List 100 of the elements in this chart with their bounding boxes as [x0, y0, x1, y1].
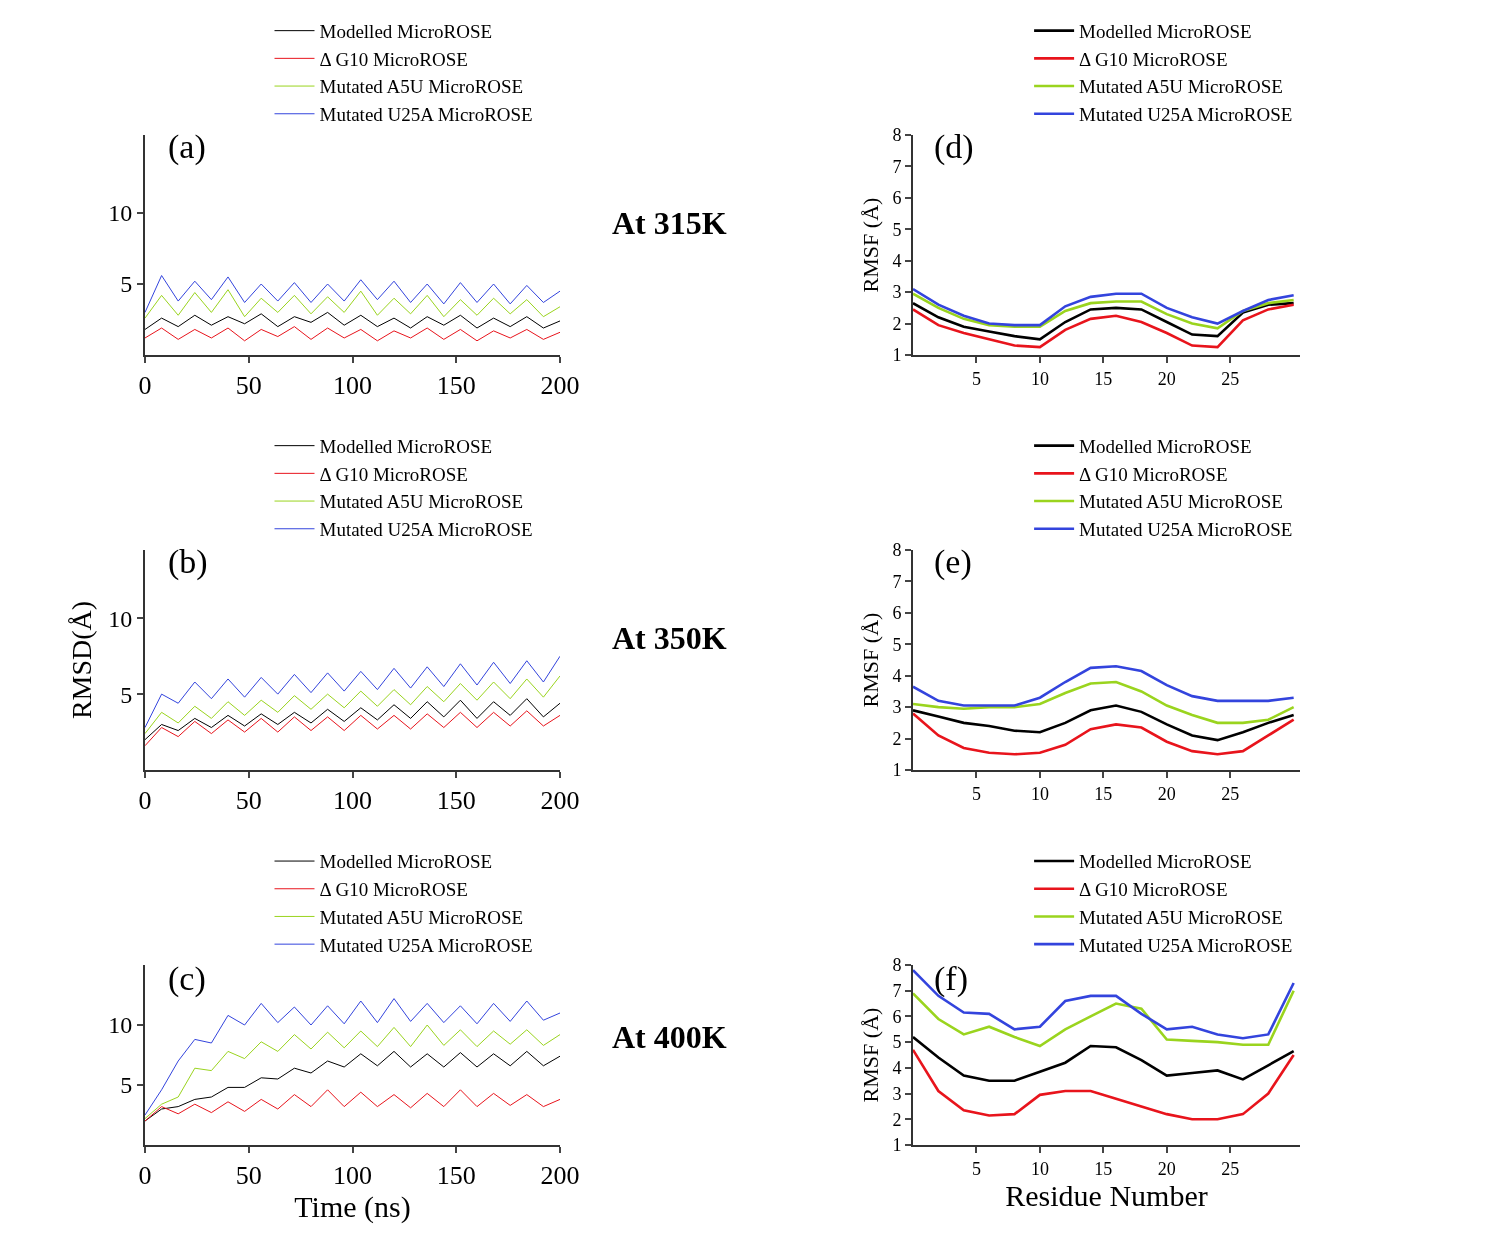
line-series	[145, 275, 560, 313]
legend-label: Δ G10 MicroROSE	[1079, 48, 1228, 70]
legend-label: Modelled MicroROSE	[1079, 21, 1252, 43]
x-tick-label: 0	[138, 786, 152, 816]
y-axis-title: RMSF (Å)	[857, 197, 883, 293]
line-series	[145, 655, 560, 729]
legend-label: Mutated U25A MicroROSE	[1079, 934, 1293, 956]
x-tick-label: 100	[333, 371, 372, 401]
x-tick-label: 20	[1157, 783, 1176, 804]
line-series	[145, 1089, 560, 1122]
y-tick-label: 5	[120, 681, 133, 708]
x-axis-title: Residue Number	[1005, 1178, 1208, 1212]
legend-label: Modelled MicroROSE	[1079, 851, 1252, 873]
legend-label: Modelled MicroROSE	[1079, 436, 1252, 458]
line-series	[145, 289, 560, 319]
y-tick-label: 10	[108, 605, 133, 632]
y-tick-label: 4	[892, 666, 902, 687]
y-tick-label: 3	[892, 282, 902, 303]
y-tick-label: 8	[892, 540, 902, 561]
line-series	[913, 303, 1295, 349]
line-series	[913, 704, 1295, 742]
annotation: (b)	[168, 543, 208, 581]
x-tick-label: 25	[1221, 783, 1240, 804]
x-tick-label: 200	[540, 371, 580, 401]
y-tick-label: 1	[892, 345, 902, 366]
legend-label: Mutated A5U MicroROSE	[319, 76, 524, 98]
legend-label: Mutated A5U MicroROSE	[1079, 906, 1283, 928]
x-tick-label: 150	[436, 1161, 476, 1191]
legend-label: Mutated A5U MicroROSE	[319, 906, 524, 928]
y-tick-label: 10	[108, 200, 133, 227]
y-tick-label: 10	[108, 1012, 133, 1039]
y-tick-label: 8	[892, 955, 902, 976]
legend-label: Mutated U25A MicroROSE	[319, 519, 533, 541]
annotation: (f)	[934, 960, 968, 998]
y-axis-title: RMSF (Å)	[857, 612, 883, 708]
x-tick-label: 15	[1094, 1158, 1113, 1179]
legend-label: Δ G10 MicroROSE	[1079, 463, 1228, 485]
y-tick-label: 8	[892, 125, 902, 146]
y-tick-label: 5	[892, 1032, 902, 1053]
legend-label: Δ G10 MicroROSE	[1079, 879, 1228, 901]
line-series	[145, 698, 560, 741]
line-series	[145, 998, 560, 1116]
text: At 400K	[612, 1019, 727, 1055]
x-tick-label: 25	[1221, 368, 1240, 389]
legend-label: Mutated U25A MicroROSE	[319, 104, 533, 126]
line-series	[145, 675, 560, 735]
y-tick-label: 6	[892, 1006, 902, 1027]
y-tick-label: 1	[892, 760, 902, 781]
x-tick-label: 0	[138, 1161, 152, 1191]
x-tick-label: 10	[1030, 368, 1049, 389]
x-tick-label: 50	[235, 786, 262, 816]
y-tick-label: 2	[892, 728, 902, 749]
legend-label: Mutated U25A MicroROSE	[319, 934, 533, 956]
x-tick-label: 5	[971, 1158, 981, 1179]
y-tick-label: 7	[892, 156, 902, 177]
annotation: (e)	[934, 543, 972, 581]
y-tick-label: 4	[892, 251, 902, 272]
line-series	[145, 326, 560, 342]
line-series	[145, 1024, 560, 1120]
y-tick-label: 7	[892, 571, 902, 592]
legend-label: Δ G10 MicroROSE	[319, 463, 468, 485]
legend-label: Modelled MicroROSE	[319, 851, 493, 873]
x-axis-title: Time (ns)	[294, 1190, 411, 1225]
x-tick-label: 25	[1221, 1158, 1240, 1179]
line-series	[913, 680, 1295, 725]
line-series	[913, 968, 1295, 1040]
y-axis-title: RMSF (Å)	[857, 1007, 883, 1103]
line-series	[145, 311, 560, 330]
legend-label: Δ G10 MicroROSE	[319, 48, 468, 70]
x-tick-label: 200	[540, 1161, 580, 1191]
legend-label: Mutated A5U MicroROSE	[1079, 491, 1283, 513]
y-tick-label: 5	[892, 219, 902, 240]
line-series	[145, 710, 560, 747]
y-axis-title: RMSD(Å)	[66, 600, 98, 720]
x-tick-label: 150	[436, 786, 476, 816]
y-tick-label: 5	[120, 271, 133, 298]
y-tick-label: 2	[892, 313, 902, 334]
legend-label: Mutated A5U MicroROSE	[1079, 76, 1283, 98]
x-tick-label: 150	[436, 371, 476, 401]
line-series	[913, 301, 1295, 341]
x-tick-label: 200	[540, 786, 580, 816]
y-tick-label: 4	[892, 1058, 902, 1079]
legend-label: Δ G10 MicroROSE	[319, 879, 468, 901]
x-tick-label: 0	[138, 371, 152, 401]
x-tick-label: 50	[235, 1161, 262, 1191]
y-tick-label: 5	[892, 634, 902, 655]
legend-label: Mutated U25A MicroROSE	[1079, 519, 1293, 541]
y-tick-label: 6	[892, 603, 902, 624]
line-series	[913, 664, 1295, 707]
y-tick-label: 5	[120, 1072, 133, 1099]
x-tick-label: 100	[333, 786, 372, 816]
legend-label: Modelled MicroROSE	[319, 436, 493, 458]
y-tick-label: 6	[892, 188, 902, 209]
x-tick-label: 20	[1157, 368, 1176, 389]
line-series	[913, 1035, 1295, 1083]
y-tick-label: 7	[892, 981, 902, 1002]
y-tick-label: 3	[892, 697, 902, 718]
x-tick-label: 5	[971, 368, 981, 389]
annotation: (a)	[168, 128, 206, 166]
x-tick-label: 5	[971, 783, 981, 804]
